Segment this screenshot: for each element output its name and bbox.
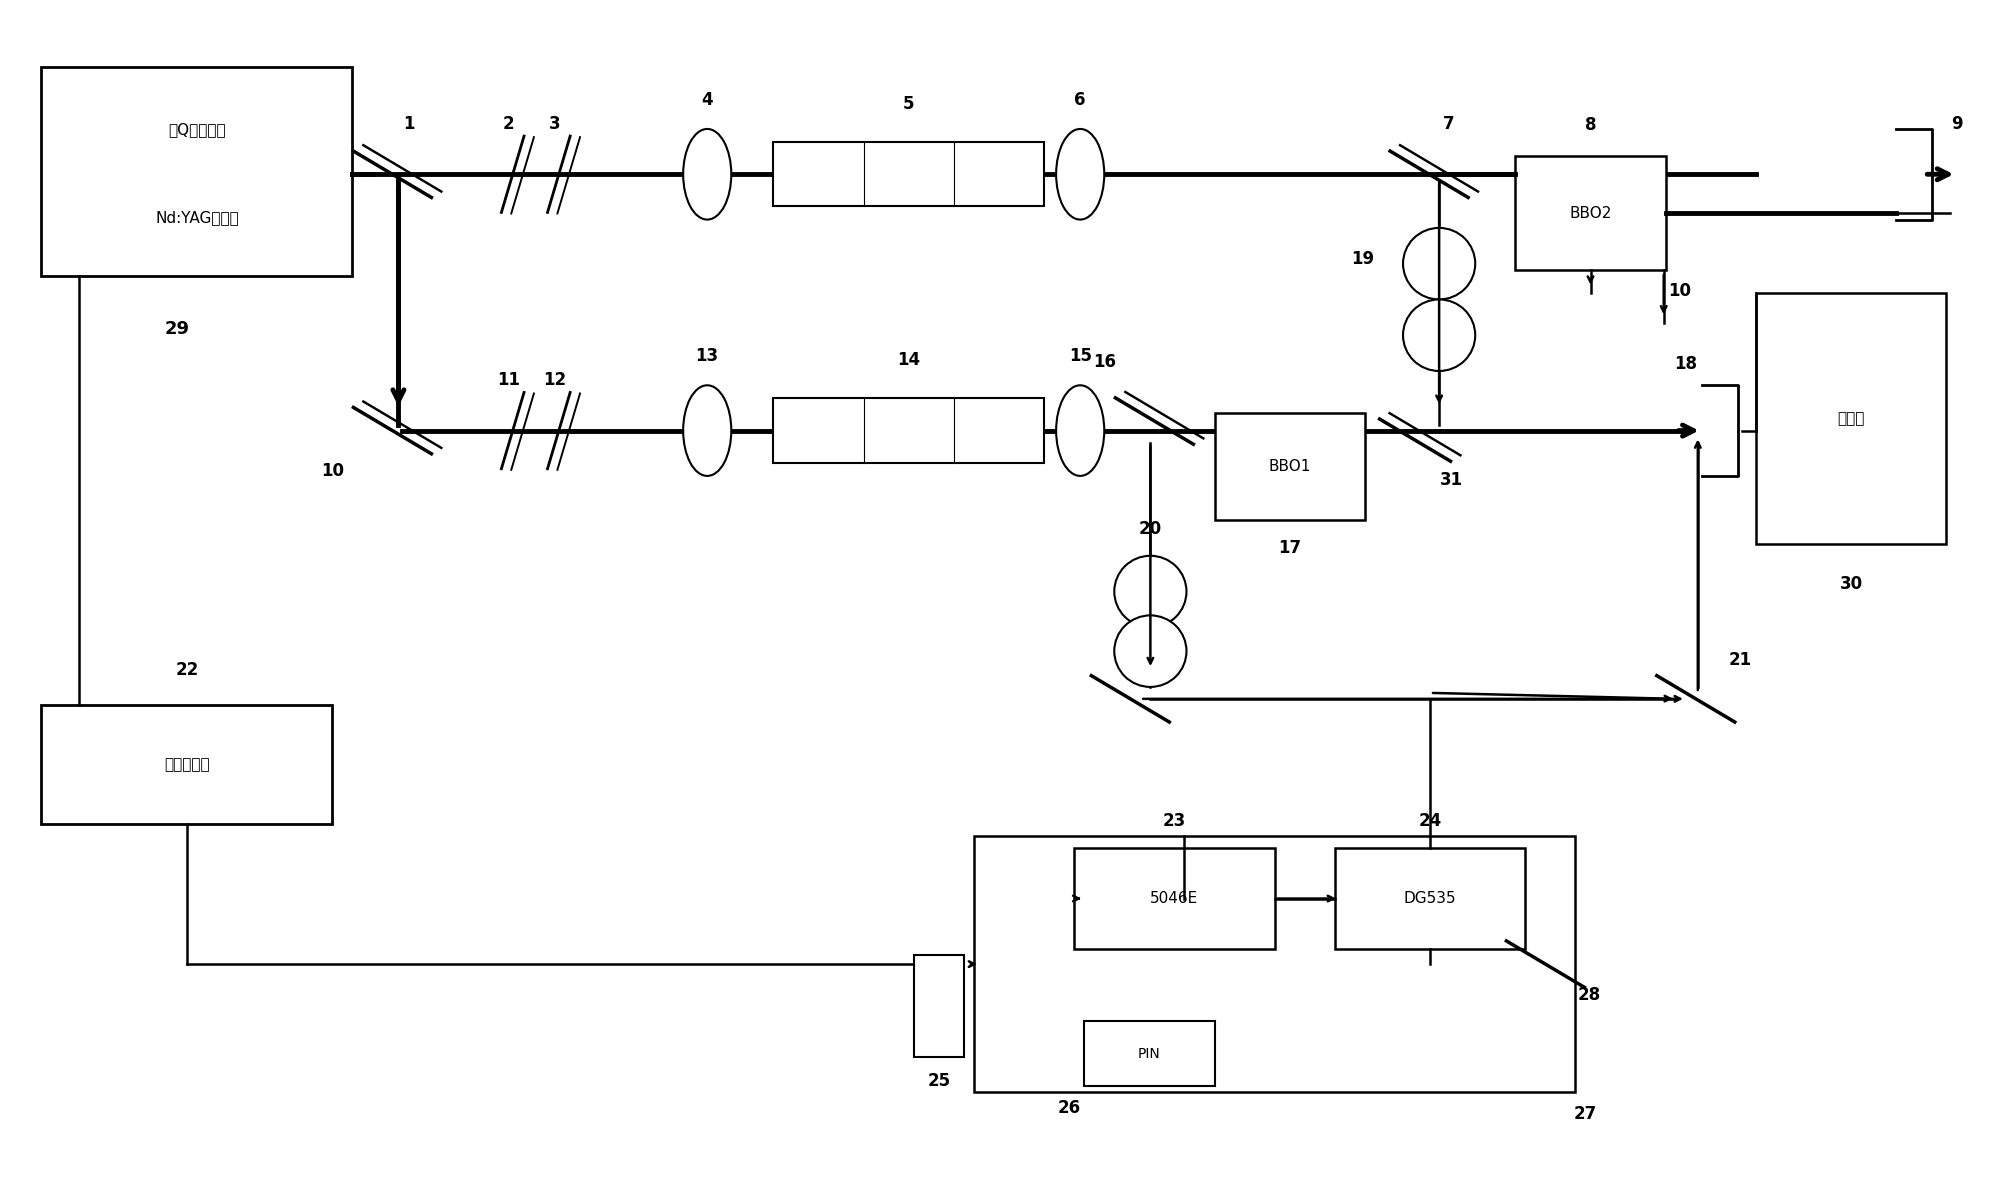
- Text: 19: 19: [1351, 250, 1375, 268]
- Ellipse shape: [682, 385, 731, 476]
- Text: 14: 14: [897, 351, 919, 369]
- Text: 12: 12: [544, 372, 566, 390]
- Text: 5: 5: [903, 94, 913, 112]
- Text: 23: 23: [1162, 813, 1186, 831]
- Text: 30: 30: [1838, 575, 1862, 593]
- Bar: [1515, 157, 1666, 270]
- Text: 28: 28: [1578, 986, 1600, 1004]
- Text: 11: 11: [498, 372, 520, 390]
- Text: 24: 24: [1417, 813, 1441, 831]
- Text: 2: 2: [502, 115, 514, 133]
- Text: 22: 22: [175, 661, 199, 679]
- Text: 8: 8: [1584, 116, 1596, 134]
- Text: 21: 21: [1728, 651, 1750, 669]
- Bar: [1074, 848, 1274, 949]
- Bar: [42, 67, 351, 276]
- Bar: [1084, 1021, 1214, 1086]
- Ellipse shape: [1056, 385, 1104, 476]
- Bar: [973, 836, 1575, 1092]
- Ellipse shape: [1114, 615, 1186, 687]
- Text: BBO1: BBO1: [1268, 459, 1311, 474]
- Bar: [913, 955, 963, 1056]
- Text: 13: 13: [694, 348, 719, 366]
- Text: 6: 6: [1074, 91, 1086, 109]
- Text: DG535: DG535: [1403, 891, 1455, 906]
- Ellipse shape: [1056, 129, 1104, 220]
- Text: 7: 7: [1443, 115, 1455, 133]
- Text: 4: 4: [700, 91, 712, 109]
- Bar: [773, 398, 1044, 462]
- Text: 18: 18: [1674, 355, 1696, 373]
- Text: 调Q、单纵模: 调Q、单纵模: [169, 122, 225, 137]
- Bar: [1335, 848, 1525, 949]
- Bar: [773, 142, 1044, 207]
- Text: 20: 20: [1138, 520, 1162, 538]
- Text: 3: 3: [548, 115, 560, 133]
- Text: 5046E: 5046E: [1150, 891, 1198, 906]
- Text: 压缩器: 压缩器: [1836, 411, 1865, 427]
- Text: 31: 31: [1439, 472, 1461, 490]
- Ellipse shape: [1403, 228, 1475, 300]
- Text: 10: 10: [1668, 282, 1690, 300]
- Text: BBO2: BBO2: [1569, 206, 1612, 221]
- Bar: [42, 705, 331, 825]
- Text: 29: 29: [165, 320, 189, 338]
- Bar: [1214, 412, 1365, 520]
- Text: 1: 1: [403, 115, 413, 133]
- Ellipse shape: [1114, 556, 1186, 627]
- Text: 17: 17: [1278, 539, 1301, 557]
- Text: 25: 25: [927, 1072, 949, 1090]
- Ellipse shape: [1403, 300, 1475, 370]
- Text: 27: 27: [1573, 1104, 1596, 1122]
- Bar: [1754, 294, 1945, 544]
- Text: 9: 9: [1949, 115, 1961, 133]
- Ellipse shape: [682, 129, 731, 220]
- Text: 16: 16: [1092, 354, 1116, 372]
- Text: 15: 15: [1068, 348, 1092, 366]
- Text: Nd:YAG激光器: Nd:YAG激光器: [155, 209, 239, 225]
- Text: 10: 10: [321, 462, 343, 480]
- Text: 26: 26: [1058, 1098, 1080, 1116]
- Text: PIN: PIN: [1138, 1047, 1160, 1060]
- Text: 光纤激光器: 光纤激光器: [165, 756, 209, 772]
